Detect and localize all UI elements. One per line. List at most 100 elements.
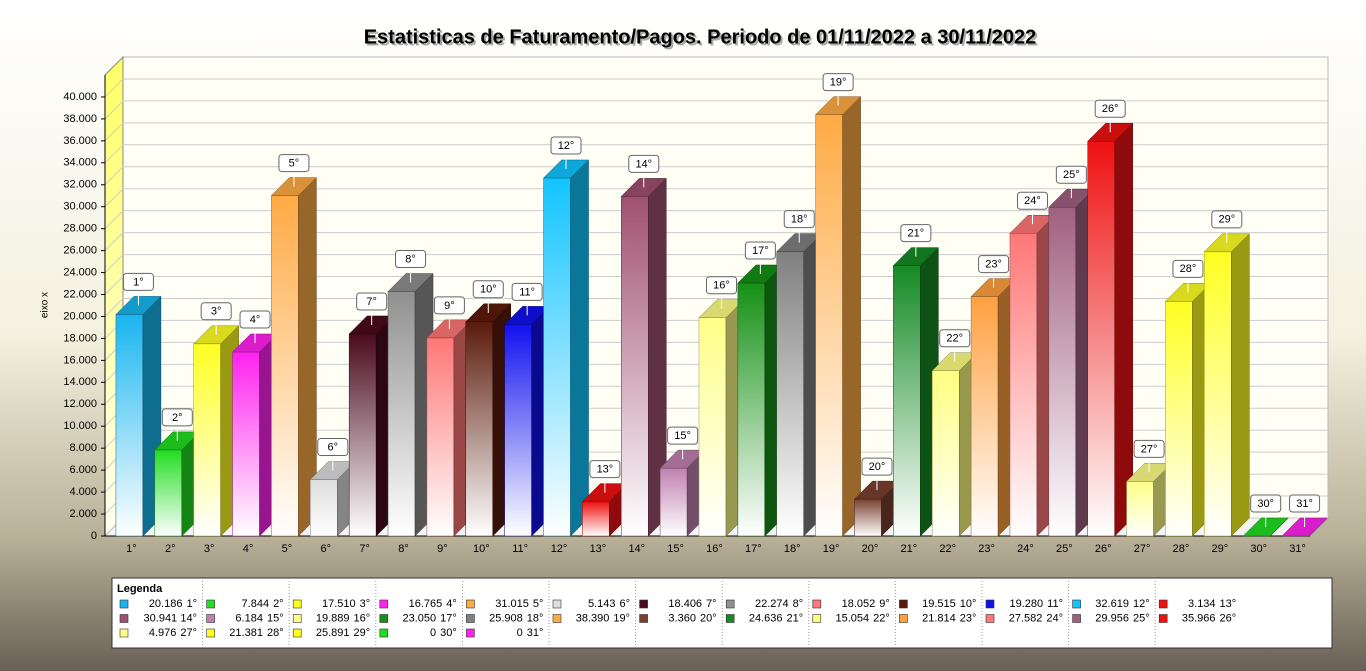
legend-label: 4.976 27° — [149, 627, 197, 639]
legend-category: 13° — [1220, 598, 1237, 610]
data-label-box — [783, 210, 815, 229]
x-tick-label: 17° — [745, 543, 762, 555]
legend-category: 27° — [180, 627, 197, 639]
x-tick-label: 26° — [1095, 543, 1112, 555]
legend-swatch — [119, 599, 129, 609]
bar-front — [776, 251, 804, 537]
legend-label: 31.015 5° — [495, 598, 543, 610]
legend-value: 7.844 — [242, 598, 270, 610]
x-tick-label: 19° — [823, 543, 840, 555]
y-tick-label: 38.000 — [63, 113, 97, 125]
x-tick-label: 6° — [321, 543, 332, 555]
data-label-box — [628, 154, 660, 173]
data-label: 15° — [674, 430, 691, 442]
x-tick-label: 16° — [706, 543, 723, 555]
legend-category: 26° — [1220, 612, 1237, 624]
y-tick-label: 30.000 — [63, 201, 97, 213]
data-label: 27° — [1141, 443, 1158, 455]
data-label-box — [822, 73, 854, 92]
chart-title-shadow: Estatisticas de Faturamento/Pagos. Perio… — [366, 28, 1039, 50]
data-label: 12° — [558, 140, 575, 152]
legend-label: 18.052 9° — [842, 598, 890, 610]
legend-category: 11° — [1047, 598, 1063, 610]
data-label-box — [1094, 99, 1126, 118]
legend-label: 27.582 24° — [1009, 612, 1063, 624]
x-tick-label: 21° — [901, 543, 918, 555]
legend-label: 15.054 22° — [836, 612, 890, 624]
legend-category: 21° — [787, 612, 804, 624]
legend-label: 19.889 16° — [316, 612, 370, 624]
data-label: 28° — [1180, 263, 1197, 275]
legend-value: 23.050 — [403, 612, 437, 624]
data-label: 5° — [289, 157, 300, 169]
legend-swatch — [206, 614, 215, 623]
legend-swatch — [552, 614, 562, 623]
legend-value: 15.054 — [836, 612, 870, 624]
data-label-box — [550, 136, 582, 155]
x-tick-label: 23° — [978, 543, 995, 555]
grid-line-wall — [104, 78, 124, 98]
legend-category: 2° — [273, 598, 284, 610]
grid-line-wall — [104, 100, 124, 120]
bar-side — [570, 159, 589, 537]
legend-category: 12° — [1133, 598, 1150, 610]
legend-swatch — [985, 614, 995, 623]
legend-category: 5° — [533, 598, 544, 610]
bar-front — [426, 337, 455, 537]
x-tick-label: 1° — [126, 543, 137, 555]
legend-value: 21.381 — [229, 627, 263, 639]
legend-category: 29° — [354, 627, 371, 639]
legend-swatch — [379, 628, 389, 638]
data-label: 2° — [172, 412, 183, 424]
legend-category: 30° — [440, 627, 457, 639]
bar-front — [970, 296, 999, 537]
data-label: 21° — [908, 227, 925, 239]
legend-label: 22.274 8° — [755, 598, 803, 610]
legend-label: 32.619 12° — [1095, 598, 1149, 610]
x-tick-label: 8° — [398, 543, 409, 555]
bar-side — [1114, 122, 1133, 537]
bar-front — [115, 314, 144, 537]
x-tick-label: 20° — [862, 543, 879, 555]
x-tick-label: 12° — [551, 543, 568, 555]
bar-front — [271, 195, 299, 537]
bar-front — [815, 114, 843, 537]
x-tick-label: 22° — [939, 543, 956, 555]
legend-category: 22° — [873, 612, 890, 624]
data-label: 10° — [480, 284, 497, 296]
data-label-box — [861, 457, 893, 476]
data-label: 13° — [597, 464, 614, 476]
data-label-box — [161, 408, 193, 427]
bar-front — [893, 265, 921, 537]
legend-label: 3.360 20° — [668, 612, 716, 624]
data-label-box — [978, 255, 1010, 274]
legend-swatch — [985, 599, 995, 609]
data-label-box — [511, 282, 543, 301]
x-tick-label: 29° — [1212, 543, 1229, 555]
legend-category: 14° — [180, 612, 197, 624]
data-label: 17° — [752, 245, 769, 257]
legend-category: 19° — [613, 612, 630, 624]
legend-value: 3.134 — [1188, 598, 1216, 610]
y-tick-label: 16.000 — [63, 354, 97, 366]
x-tick-label: 10° — [473, 543, 490, 555]
y-tick-label: 6.000 — [69, 464, 97, 476]
legend-category: 1° — [186, 598, 197, 610]
y-tick-label: 2.000 — [69, 508, 97, 520]
x-tick-label: 4° — [243, 543, 254, 555]
data-label-box — [939, 329, 971, 348]
data-label-box — [744, 241, 776, 260]
y-tick-label: 34.000 — [63, 157, 97, 169]
legend-category: 3° — [360, 598, 371, 610]
y-tick-label: 24.000 — [63, 266, 97, 278]
data-label-box — [1211, 210, 1243, 229]
data-label: 3° — [211, 306, 222, 318]
bar-front — [582, 501, 610, 537]
bar-side — [1231, 233, 1250, 537]
legend-label: 0 31° — [517, 627, 544, 639]
legend-value: 18.052 — [842, 598, 876, 610]
data-label: 30° — [1257, 498, 1274, 510]
legend-swatch — [119, 614, 129, 623]
legend-value: 27.582 — [1009, 612, 1043, 624]
data-label-box — [1055, 165, 1087, 184]
